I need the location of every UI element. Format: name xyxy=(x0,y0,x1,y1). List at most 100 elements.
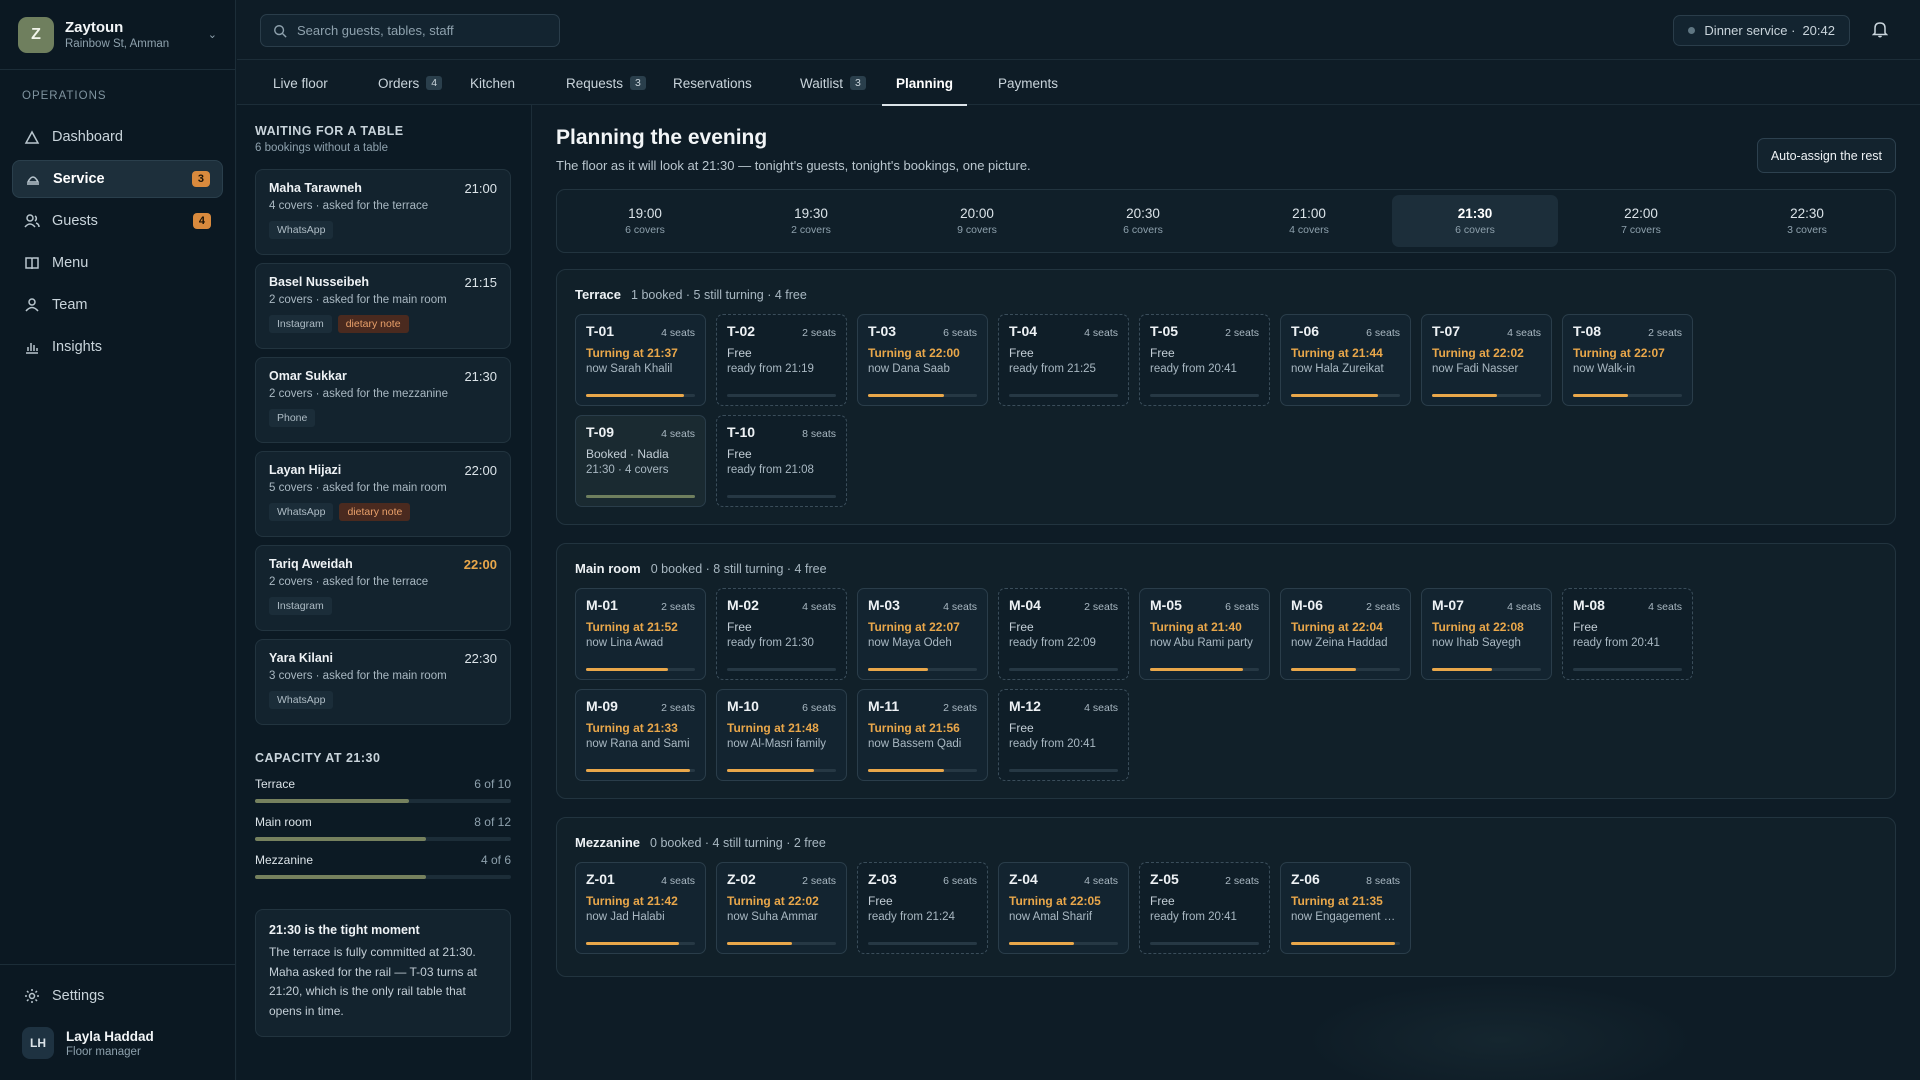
room-name: Terrace xyxy=(575,287,622,302)
table-progress-bar xyxy=(1573,394,1682,397)
table-card[interactable]: M-07 4 seats Turning at 22:08 now Ihab Saye… xyxy=(1421,588,1552,680)
table-detail: ready from 21:24 xyxy=(868,911,955,923)
table-card[interactable]: M-06 2 seats Turning at 22:04 now Zeina Had… xyxy=(1280,588,1411,680)
tab-kitchen[interactable]: Kitchen xyxy=(470,61,515,105)
table-status: Turning at 21:42 xyxy=(586,894,678,908)
table-card[interactable]: M-12 4 seats Free ready from 20:41 xyxy=(998,689,1129,781)
table-status: Turning at 22:00 xyxy=(868,346,960,360)
user-profile[interactable]: LH Layla Haddad Floor manager xyxy=(22,1027,154,1059)
time-slot[interactable]: 21:30 6 covers xyxy=(1392,195,1558,247)
table-card[interactable]: Z-05 2 seats Free ready from 20:41 xyxy=(1139,862,1270,954)
table-card[interactable]: T-01 4 seats Turning at 21:37 now Sarah Kha… xyxy=(575,314,706,406)
tab-planning[interactable]: Planning xyxy=(882,61,967,106)
tab-requests[interactable]: Requests 3 xyxy=(566,61,646,105)
waiting-booking-card[interactable]: Basel Nusseibeh 21:15 2 covers · asked for… xyxy=(255,263,511,349)
waiting-booking-card[interactable]: Tariq Aweidah 22:00 2 covers · asked for t… xyxy=(255,545,511,631)
capacity-row: Mezzanine 4 of 6 xyxy=(255,853,511,867)
time-slot[interactable]: 19:30 2 covers xyxy=(728,195,894,247)
table-card[interactable]: T-10 8 seats Free ready from 21:08 xyxy=(716,415,847,507)
table-status: Turning at 21:37 xyxy=(586,346,678,360)
table-card[interactable]: T-03 6 seats Turning at 22:00 now Dana Saab xyxy=(857,314,988,406)
table-card[interactable]: T-07 4 seats Turning at 22:02 now Fadi Nass… xyxy=(1421,314,1552,406)
table-seats: 6 seats xyxy=(1225,601,1259,613)
table-detail: ready from 22:09 xyxy=(1009,637,1096,649)
table-card-header: Z-04 4 seats xyxy=(1009,871,1118,887)
table-card[interactable]: Z-04 4 seats Turning at 22:05 now Amal Shar… xyxy=(998,862,1129,954)
active-tab-indicator xyxy=(882,104,967,106)
table-progress-bar xyxy=(1573,668,1682,671)
table-grid: M-01 2 seats Turning at 21:52 now Lina Awad… xyxy=(575,588,1835,790)
table-status: Turning at 22:05 xyxy=(1009,894,1101,908)
tab-waitlist[interactable]: Waitlist 3 xyxy=(800,61,866,105)
sidebar-item-settings[interactable]: Settings xyxy=(12,977,223,1015)
booking-tags: WhatsApp dietary note xyxy=(269,503,497,521)
table-card[interactable]: M-10 6 seats Turning at 21:48 now Al-Masri … xyxy=(716,689,847,781)
table-seats: 2 seats xyxy=(1084,601,1118,613)
restaurant-switcher[interactable]: Z Zaytoun Rainbow St, Amman ⌄ xyxy=(0,0,235,70)
table-card[interactable]: Z-02 2 seats Turning at 22:02 now Suha Amma… xyxy=(716,862,847,954)
time-slot[interactable]: 22:30 3 covers xyxy=(1724,195,1890,247)
sidebar-item-dashboard[interactable]: Dashboard xyxy=(12,118,223,156)
search-input[interactable]: Search guests, tables, staff xyxy=(260,14,560,47)
table-status: Free xyxy=(1009,346,1034,360)
table-card[interactable]: T-09 4 seats Booked · Nadia 21:30 · 4 cover… xyxy=(575,415,706,507)
sidebar-item-menu[interactable]: Menu xyxy=(12,244,223,282)
table-card-header: M-05 6 seats xyxy=(1150,597,1259,613)
auto-assign-button[interactable]: Auto-assign the rest xyxy=(1756,138,1896,173)
table-card[interactable]: M-05 6 seats Turning at 21:40 now Abu Rami … xyxy=(1139,588,1270,680)
time-slot[interactable]: 20:00 9 covers xyxy=(894,195,1060,247)
table-progress-bar xyxy=(727,495,836,498)
table-card-header: M-12 4 seats xyxy=(1009,698,1118,714)
table-card[interactable]: M-02 4 seats Free ready from 21:30 xyxy=(716,588,847,680)
table-id: T-08 xyxy=(1573,323,1602,339)
time-slot[interactable]: 22:00 7 covers xyxy=(1558,195,1724,247)
room-main: Main room 0 booked · 8 still turning · 4 … xyxy=(556,543,1896,799)
sidebar-item-team[interactable]: Team xyxy=(12,286,223,324)
notifications-bell-icon[interactable] xyxy=(1872,20,1888,38)
table-card[interactable]: T-05 2 seats Free ready from 20:41 xyxy=(1139,314,1270,406)
table-card-header: T-01 4 seats xyxy=(586,323,695,339)
table-card[interactable]: M-01 2 seats Turning at 21:52 now Lina Awad xyxy=(575,588,706,680)
sidebar-item-service[interactable]: Service 3 xyxy=(12,160,223,198)
table-id: T-05 xyxy=(1150,323,1179,339)
tab-reservations[interactable]: Reservations xyxy=(673,61,752,105)
service-status[interactable]: Dinner service · 20:42 xyxy=(1673,15,1850,46)
table-detail: now Bassem Qadi xyxy=(868,738,962,750)
table-card[interactable]: M-04 2 seats Free ready from 22:09 xyxy=(998,588,1129,680)
table-card[interactable]: T-06 6 seats Turning at 21:44 now Hala Zure… xyxy=(1280,314,1411,406)
background-glow xyxy=(1300,980,1700,1080)
table-card[interactable]: Z-06 8 seats Turning at 21:35 now Engagemen… xyxy=(1280,862,1411,954)
table-grid: Z-01 4 seats Turning at 21:42 now Jad Halab… xyxy=(575,862,1835,963)
table-card[interactable]: M-03 4 seats Turning at 22:07 now Maya Odeh xyxy=(857,588,988,680)
waiting-booking-card[interactable]: Yara Kilani 22:30 3 covers · asked for the… xyxy=(255,639,511,725)
tab-orders[interactable]: Orders 4 xyxy=(378,61,443,105)
time-slot[interactable]: 20:30 6 covers xyxy=(1060,195,1226,247)
table-card[interactable]: M-08 4 seats Free ready from 20:41 xyxy=(1562,588,1693,680)
sidebar-item-insights[interactable]: Insights xyxy=(12,328,223,366)
room-mezzanine: Mezzanine 0 booked · 4 still turning · 2 … xyxy=(556,817,1896,977)
tab-live-floor[interactable]: Live floor xyxy=(273,61,328,105)
sidebar-item-label: Dashboard xyxy=(52,129,123,145)
table-card[interactable]: T-08 2 seats Turning at 22:07 now Walk-in xyxy=(1562,314,1693,406)
capacity-label: Terrace xyxy=(255,777,296,791)
sidebar-item-guests[interactable]: Guests 4 xyxy=(12,202,223,240)
table-card-header: M-01 2 seats xyxy=(586,597,695,613)
slot-time: 21:30 xyxy=(1457,206,1493,221)
booking-detail: 2 covers · asked for the mezzanine xyxy=(269,388,448,400)
table-card[interactable]: T-04 4 seats Free ready from 21:25 xyxy=(998,314,1129,406)
user-role: Floor manager xyxy=(66,1045,141,1058)
tab-payments[interactable]: Payments xyxy=(998,61,1058,105)
time-slot[interactable]: 21:00 4 covers xyxy=(1226,195,1392,247)
table-card[interactable]: Z-03 6 seats Free ready from 21:24 xyxy=(857,862,988,954)
waiting-booking-card[interactable]: Omar Sukkar 21:30 2 covers · asked for the… xyxy=(255,357,511,443)
time-slot[interactable]: 19:00 6 covers xyxy=(562,195,728,247)
table-detail: ready from 20:41 xyxy=(1150,363,1237,375)
waiting-booking-card[interactable]: Layan Hijazi 22:00 5 covers · asked for th… xyxy=(255,451,511,537)
table-card[interactable]: T-02 2 seats Free ready from 21:19 xyxy=(716,314,847,406)
waiting-booking-card[interactable]: Maha Tarawneh 21:00 4 covers · asked for t… xyxy=(255,169,511,255)
table-card[interactable]: Z-01 4 seats Turning at 21:42 now Jad Halab… xyxy=(575,862,706,954)
table-progress-fill xyxy=(1573,394,1628,397)
table-card[interactable]: M-11 2 seats Turning at 21:56 now Bassem Qa… xyxy=(857,689,988,781)
table-seats: 4 seats xyxy=(1507,601,1541,613)
table-card[interactable]: M-09 2 seats Turning at 21:33 now Rana and … xyxy=(575,689,706,781)
